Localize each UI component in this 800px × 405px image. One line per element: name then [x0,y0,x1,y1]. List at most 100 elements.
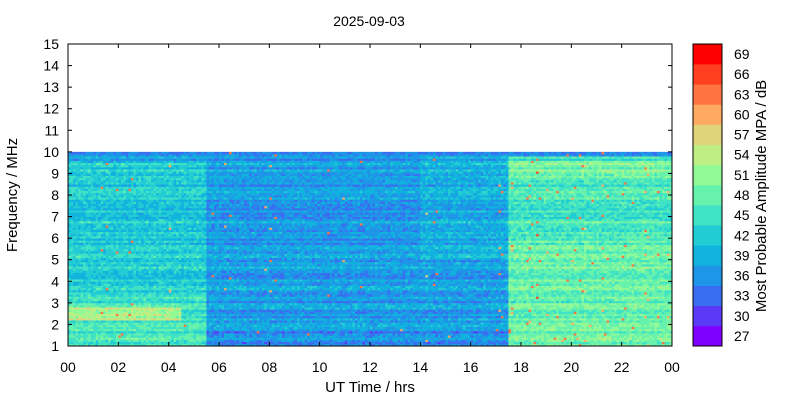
heatmap-cell [364,341,368,345]
heatmap-cell [422,320,426,323]
heatmap-cell [118,317,122,321]
heatmap-cell [234,333,237,336]
heatmap-cell [239,307,242,310]
heatmap-cell [528,320,532,323]
heatmap-cell [156,300,159,304]
heatmap-cell [372,341,376,345]
heatmap-cell [146,320,149,323]
heatmap-cell [88,328,91,332]
heatmap-cell [342,307,346,310]
heatmap-cell [513,339,517,343]
heatmap-cell [211,339,215,343]
heatmap-cell [304,309,308,312]
heatmap-cell [181,326,185,330]
heatmap-cell [588,328,592,332]
heatmap-cell [616,341,620,345]
heatmap-cell [465,320,469,323]
heatmap-cell [417,315,421,319]
heatmap-cell [178,315,182,319]
heatmap-cell [236,305,240,308]
heatmap-cell [445,300,449,304]
heatmap-cell [259,343,263,347]
heatmap-cell [120,328,124,332]
heatmap-cell [158,313,162,317]
heatmap-cell [465,313,469,317]
heatmap-cell [654,337,658,340]
heatmap-cell [556,333,560,336]
heatmap-cell [503,322,507,325]
heatmap-cell [599,320,602,323]
heatmap-cell [93,322,97,325]
heatmap-cell [173,341,177,345]
heatmap-cell [251,307,255,310]
heatmap-cell [362,343,366,347]
heatmap-cell [430,311,434,314]
heatmap-cell [659,320,663,323]
heatmap-cell [518,341,522,345]
heatmap-cell [75,311,79,314]
heatmap-cell [294,339,298,343]
heatmap-cell [619,313,623,317]
heatmap-cell [231,315,235,319]
heatmap-cell [261,311,265,314]
heatmap-cell [465,341,469,345]
heatmap-cell [324,333,328,336]
heatmap-cell [440,307,444,310]
heatmap-cell [583,305,587,308]
heatmap-cell [90,339,94,343]
heatmap-cell [186,313,190,317]
heatmap-cell [108,320,112,323]
heatmap-cell [405,307,409,310]
heatmap-cell [639,317,643,321]
heatmap-cell [229,337,232,340]
heatmap-cell [80,317,84,321]
heatmap-cell [526,333,529,336]
heatmap-cell [246,333,250,336]
heatmap-cell [453,313,456,317]
heatmap-cell [425,320,429,323]
heatmap-cell [322,335,326,338]
heatmap-cell [387,300,391,304]
heatmap-cell [342,335,346,338]
heatmap-cell [372,317,376,321]
heatmap-cell [259,311,263,314]
heatmap-cell [543,343,547,347]
heatmap-cell [556,320,560,323]
heatmap-cell [226,343,230,347]
heatmap-cell [309,315,313,319]
heatmap-cell [591,341,595,345]
heatmap-cell [372,311,376,314]
heatmap-cell [291,311,295,314]
heatmap-cell [289,333,293,336]
heatmap-cell [526,341,529,345]
heatmap-cell [611,339,615,343]
heatmap-cell [586,307,590,310]
heatmap-cell [538,305,542,308]
heatmap-cell [500,324,504,327]
heatmap-cell [566,324,570,327]
heatmap-cell [173,328,177,332]
heatmap-cell [120,330,124,334]
heatmap-cell [264,339,268,343]
heatmap-cell [284,330,288,334]
heatmap-cell [100,339,104,343]
heatmap-cell [148,335,152,338]
heatmap-cell [395,337,399,340]
heatmap-cell [568,302,572,306]
heatmap-cell [422,326,426,330]
heatmap-cell [309,311,313,314]
heatmap-cell [470,335,474,338]
heatmap-cell [85,324,89,327]
heatmap-cell [551,322,555,325]
heatmap-cell [193,324,197,327]
heatmap-cell [178,335,182,338]
heatmap-cell [445,302,449,306]
heatmap-cell [415,317,419,321]
heatmap-cell [115,302,119,306]
heatmap-cell [483,317,487,321]
heatmap-cell [586,317,590,321]
heatmap-cell [156,309,159,312]
heatmap-cell [269,333,273,336]
heatmap-cell [654,313,658,317]
heatmap-cell [168,324,172,327]
